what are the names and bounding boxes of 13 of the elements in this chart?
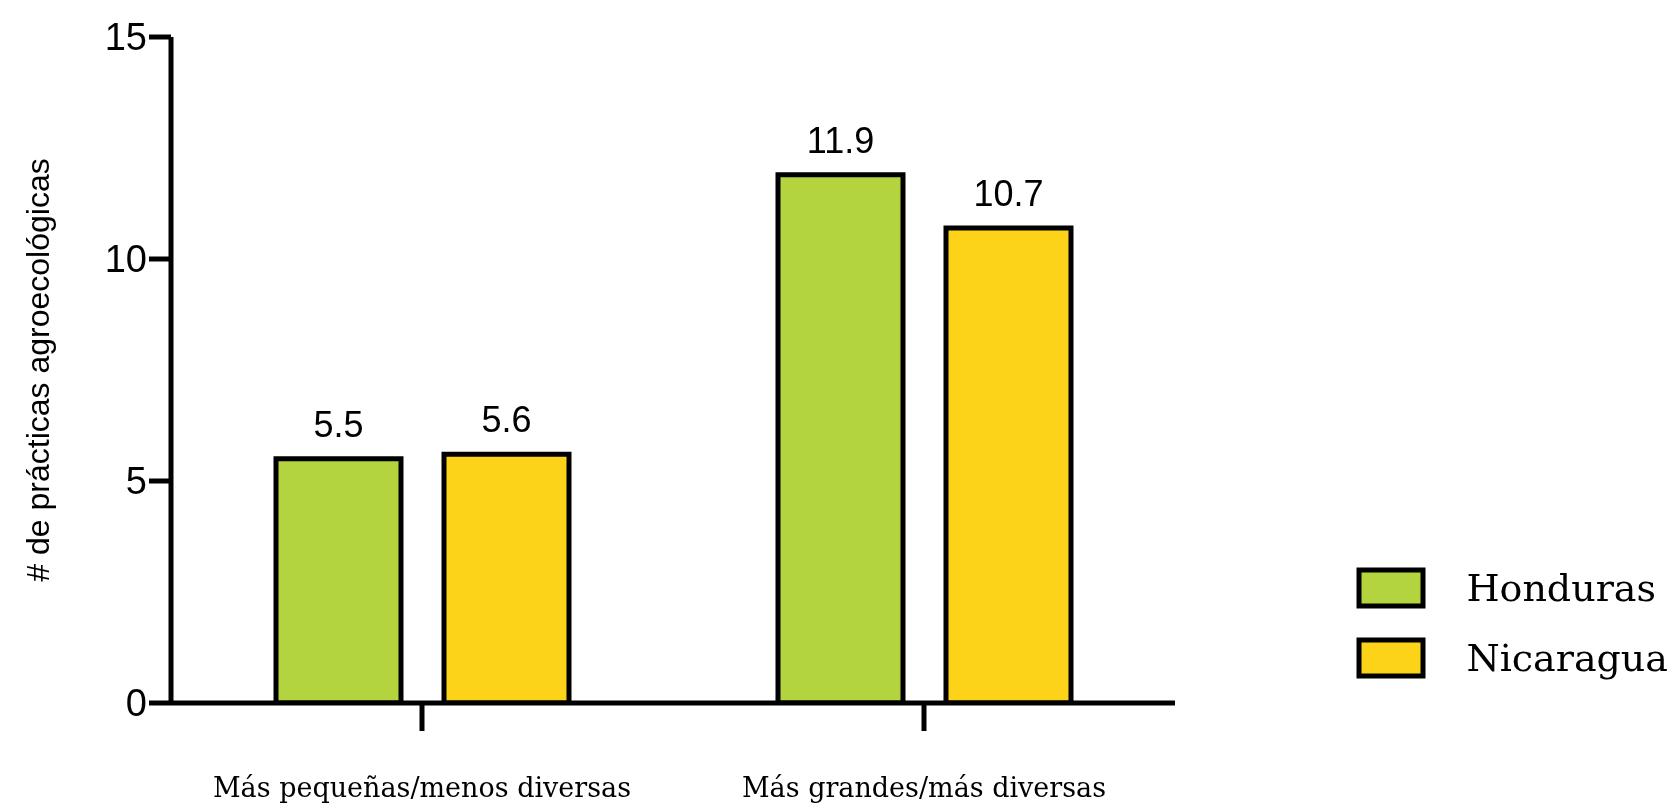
x-tick-label: Más grandes/más diversas	[741, 772, 1107, 804]
y-tick-label: 0	[125, 682, 147, 725]
legend-label: Nicaragua	[1466, 636, 1668, 680]
y-tick-label: 10	[104, 238, 147, 281]
data-label: 5.5	[313, 403, 364, 445]
y-tick-label: 15	[104, 16, 147, 59]
legend-label: Honduras	[1466, 566, 1656, 610]
x-tick-label: Más pequeñas/menos diversas	[212, 772, 632, 804]
y-axis-title: # de prácticas agroecológicas	[20, 158, 57, 582]
y-tick-label: 5	[125, 460, 147, 503]
data-label: 11.9	[806, 119, 875, 161]
data-label: 5.6	[481, 399, 532, 441]
data-label: 10.7	[973, 172, 1044, 214]
